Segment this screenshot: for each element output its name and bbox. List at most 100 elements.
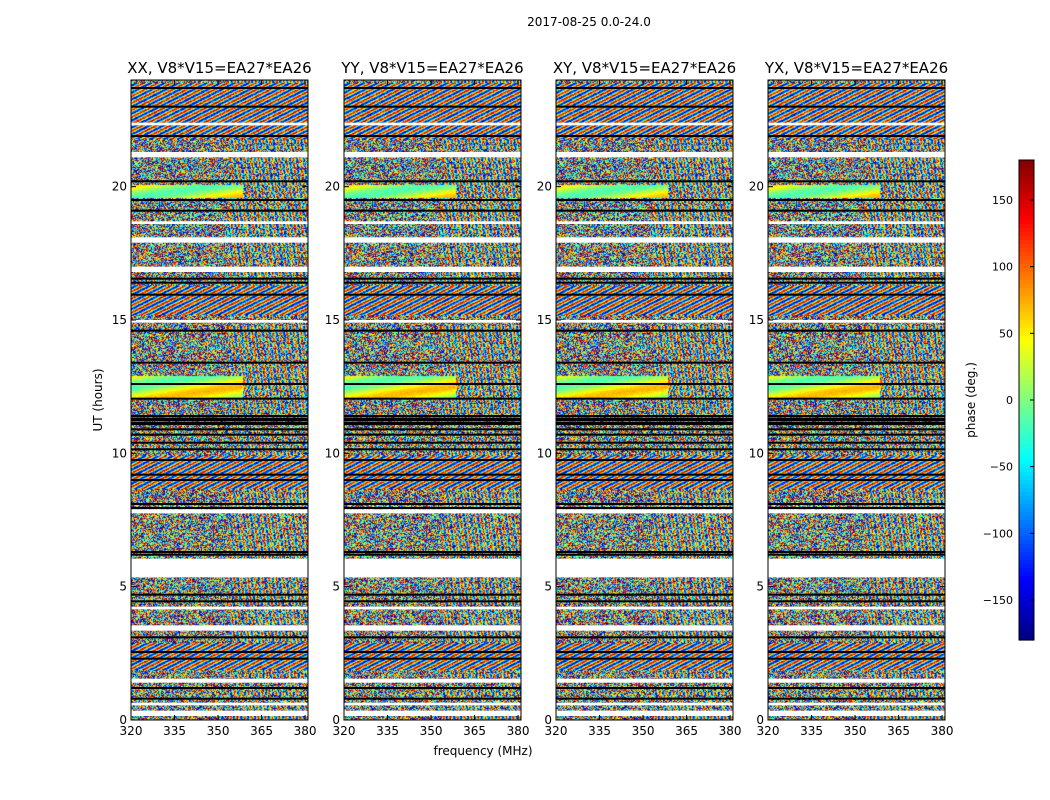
flag-line bbox=[556, 415, 733, 417]
flag-line bbox=[768, 180, 945, 183]
y-tick-label: 15 bbox=[537, 313, 552, 327]
colorbar-segment bbox=[1019, 408, 1034, 413]
flag-line bbox=[556, 473, 733, 476]
missing-band bbox=[344, 625, 521, 631]
flag-line bbox=[556, 433, 733, 436]
flag-line bbox=[131, 293, 308, 296]
colorbar-segment bbox=[1019, 384, 1034, 389]
panel-title: YX, V8*V15=EA27*EA26 bbox=[764, 59, 948, 77]
flag-line bbox=[768, 448, 945, 451]
flag-line bbox=[344, 651, 521, 653]
y-tick-label: 15 bbox=[112, 313, 127, 327]
colorbar-segment bbox=[1019, 480, 1034, 485]
colorbar-segment bbox=[1019, 396, 1034, 401]
y-tick-label: 10 bbox=[325, 446, 340, 460]
colorbar-segment bbox=[1019, 508, 1034, 513]
missing-band bbox=[344, 509, 521, 514]
y-tick-label: 0 bbox=[332, 713, 340, 727]
missing-band bbox=[768, 558, 945, 578]
flag-line bbox=[556, 441, 733, 444]
missing-band bbox=[344, 266, 521, 272]
missing-band bbox=[131, 625, 308, 631]
flag-line bbox=[131, 419, 308, 421]
flag-line bbox=[344, 479, 521, 481]
colorbar-segment bbox=[1019, 268, 1034, 273]
colorbar-segment bbox=[1019, 416, 1034, 421]
panel-title: XY, V8*V15=EA27*EA26 bbox=[553, 59, 736, 77]
x-tick-label: 320 bbox=[120, 724, 143, 738]
flag-line bbox=[556, 503, 733, 505]
flag-line bbox=[131, 448, 308, 451]
flag-line bbox=[768, 657, 945, 660]
flag-line bbox=[556, 507, 733, 509]
flag-line bbox=[344, 415, 521, 417]
missing-band bbox=[131, 221, 308, 224]
missing-band bbox=[768, 266, 945, 272]
flag-line bbox=[131, 600, 308, 603]
colorbar-segment bbox=[1019, 552, 1034, 557]
flag-line bbox=[131, 553, 308, 556]
colorbar-segment bbox=[1019, 504, 1034, 509]
colorbar-segment bbox=[1019, 168, 1034, 173]
flag-line bbox=[344, 397, 521, 400]
flag-line bbox=[556, 600, 733, 603]
flag-line bbox=[768, 428, 945, 431]
colorbar-segment bbox=[1019, 252, 1034, 257]
panel-title: XX, V8*V15=EA27*EA26 bbox=[127, 59, 311, 77]
missing-band bbox=[768, 678, 945, 683]
flag-line bbox=[344, 428, 521, 431]
flag-line bbox=[131, 209, 308, 212]
y-axis-label: UT (hours) bbox=[91, 368, 105, 431]
flag-line bbox=[344, 687, 521, 689]
missing-band bbox=[344, 152, 521, 158]
flag-line bbox=[131, 651, 308, 653]
colorbar-segment bbox=[1019, 272, 1034, 277]
panel-frame bbox=[343, 79, 522, 721]
flag-line bbox=[131, 551, 308, 553]
colorbar-segment bbox=[1019, 564, 1034, 569]
missing-band bbox=[768, 710, 945, 716]
flag-line bbox=[556, 687, 733, 689]
colorbar-segment bbox=[1019, 600, 1034, 605]
missing-band bbox=[556, 710, 733, 716]
y-tick-label: 0 bbox=[544, 713, 552, 727]
flag-line bbox=[768, 417, 945, 420]
colorbar: 150 100 50 0 −50 −100 −150 bbox=[983, 159, 1035, 641]
missing-band bbox=[131, 320, 308, 323]
colorbar-segment bbox=[1019, 288, 1034, 293]
missing-band bbox=[344, 221, 521, 224]
x-tick-label: 365 bbox=[463, 724, 486, 738]
flag-line bbox=[131, 281, 308, 284]
flag-line bbox=[131, 417, 308, 420]
flag-line bbox=[768, 421, 945, 424]
x-tick-label: 350 bbox=[632, 724, 655, 738]
flag-line bbox=[131, 421, 308, 424]
flag-line bbox=[344, 199, 521, 201]
colorbar-segment bbox=[1019, 256, 1034, 261]
flag-line bbox=[768, 433, 945, 436]
flag-line bbox=[344, 329, 521, 332]
flag-line bbox=[344, 503, 521, 505]
flag-line bbox=[556, 281, 733, 284]
panel-2: YY, V8*V15=EA27*EA26 320 335 350 365 380 0 5 10 1… bbox=[325, 59, 530, 738]
y-tick-label: 10 bbox=[112, 446, 127, 460]
colorbar-segment bbox=[1019, 184, 1034, 189]
missing-band bbox=[131, 678, 308, 683]
colorbar-segment bbox=[1019, 248, 1034, 253]
colorbar-segment bbox=[1019, 192, 1034, 197]
colorbar-segment bbox=[1019, 340, 1034, 345]
missing-band bbox=[344, 320, 521, 323]
colorbar-segment bbox=[1019, 244, 1034, 249]
y-tick-label: 10 bbox=[749, 446, 764, 460]
x-tick-label: 335 bbox=[588, 724, 611, 738]
missing-band bbox=[556, 237, 733, 243]
x-tick-label: 335 bbox=[376, 724, 399, 738]
flag-line bbox=[768, 209, 945, 212]
flag-line bbox=[131, 329, 308, 332]
flag-line bbox=[556, 87, 733, 89]
colorbar-segment bbox=[1019, 232, 1034, 237]
colorbar-segment bbox=[1019, 500, 1034, 505]
flag-line bbox=[768, 687, 945, 689]
colorbar-segment bbox=[1019, 580, 1034, 585]
